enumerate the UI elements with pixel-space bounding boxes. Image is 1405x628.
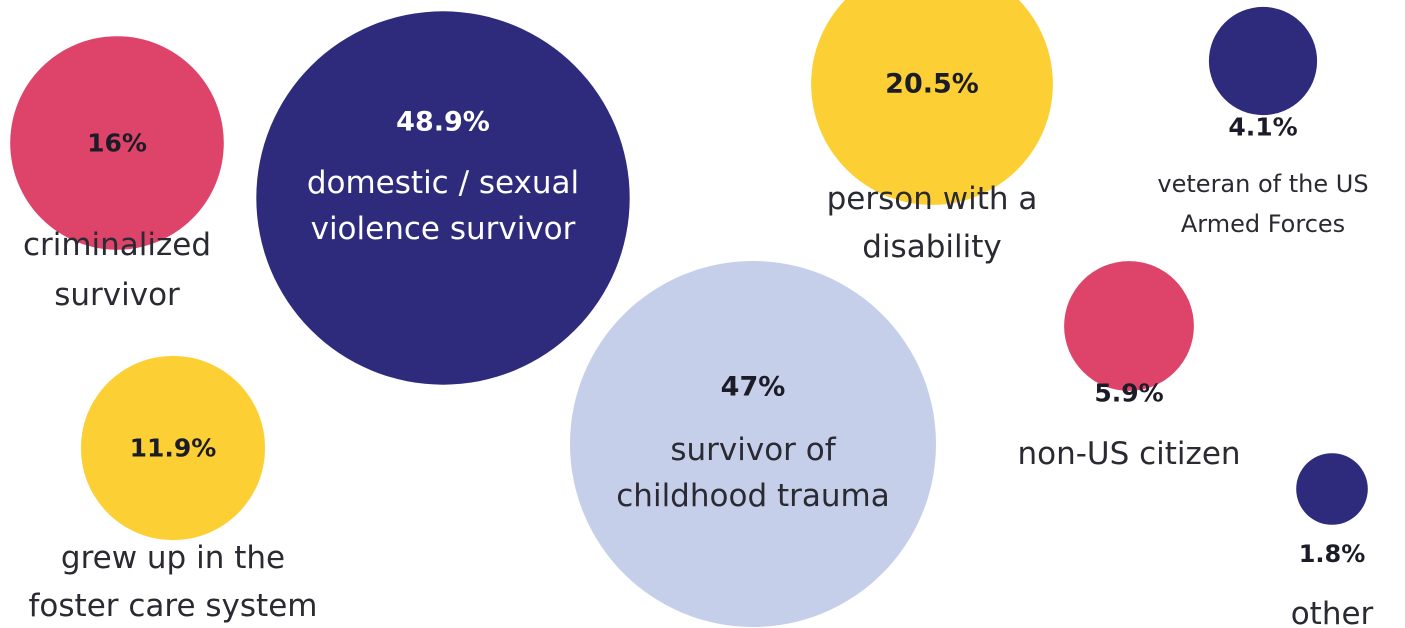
bubble-group-other: 1.8% other bbox=[1291, 453, 1374, 628]
bubble-non-us-citizen bbox=[1064, 261, 1194, 391]
bubble-value-person-with-a-disability: 20.5% bbox=[885, 69, 979, 100]
bubble-person-with-a-disability bbox=[811, 0, 1053, 205]
bubble-group-domestic-sexual-violence-survivor: 48.9% domestic / sexual violence survivor bbox=[256, 11, 630, 385]
bubble-group-veteran: 4.1% veteran of the US Armed Forces bbox=[1157, 6, 1369, 238]
bubble-label-criminalized-survivor-line-2: survivor bbox=[54, 277, 180, 313]
bubble-value-non-us-citizen: 5.9% bbox=[1094, 379, 1163, 408]
bubble-value-other: 1.8% bbox=[1299, 540, 1366, 568]
bubble-value-childhood-trauma: 47% bbox=[721, 372, 786, 403]
bubble-label-domestic-sexual-violence-survivor-line-1: domestic / sexual bbox=[307, 165, 579, 201]
bubble-group-criminalized-survivor: 16% criminalized survivor bbox=[10, 36, 224, 313]
bubble-group-person-with-a-disability: 20.5% person with a disability bbox=[811, 0, 1053, 265]
bubble-value-foster-care: 11.9% bbox=[130, 434, 217, 463]
bubble-criminalized-survivor bbox=[10, 36, 224, 250]
bubble-group-non-us-citizen: 5.9% non-US citizen bbox=[1017, 261, 1241, 472]
bubble-label-person-with-a-disability-line-2: disability bbox=[862, 229, 1001, 265]
bubble-group-foster-care: 11.9% grew up in the foster care system bbox=[29, 355, 318, 624]
bubble-label-childhood-trauma-line-1: survivor of bbox=[670, 432, 836, 468]
bubble-value-veteran: 4.1% bbox=[1228, 113, 1297, 142]
bubble-foster-care bbox=[80, 355, 266, 541]
bubble-group-childhood-trauma: 47% survivor of childhood trauma bbox=[570, 261, 936, 627]
bubble-label-non-us-citizen-line-1: non-US citizen bbox=[1017, 436, 1240, 472]
bubble-label-domestic-sexual-violence-survivor-line-2: violence survivor bbox=[311, 211, 576, 247]
bubble-veteran bbox=[1208, 6, 1318, 116]
bubble-label-foster-care-line-2: foster care system bbox=[29, 588, 318, 624]
bubble-label-veteran-line-1: veteran of the US bbox=[1157, 170, 1368, 198]
bubble-other bbox=[1296, 453, 1368, 525]
bubble-label-other-line-1: other bbox=[1291, 596, 1374, 628]
bubble-childhood-trauma bbox=[570, 261, 936, 627]
bubble-label-childhood-trauma-line-2: childhood trauma bbox=[616, 478, 889, 514]
bubble-domestic-sexual-violence-survivor bbox=[256, 11, 630, 385]
bubble-label-person-with-a-disability-line-1: person with a bbox=[827, 181, 1038, 217]
bubble-value-criminalized-survivor: 16% bbox=[87, 129, 147, 158]
bubble-label-criminalized-survivor-line-1: criminalized bbox=[23, 227, 211, 263]
bubble-label-foster-care-line-1: grew up in the bbox=[61, 540, 285, 576]
bubble-label-veteran-line-2: Armed Forces bbox=[1181, 210, 1345, 238]
bubble-value-domestic-sexual-violence-survivor: 48.9% bbox=[396, 107, 490, 138]
